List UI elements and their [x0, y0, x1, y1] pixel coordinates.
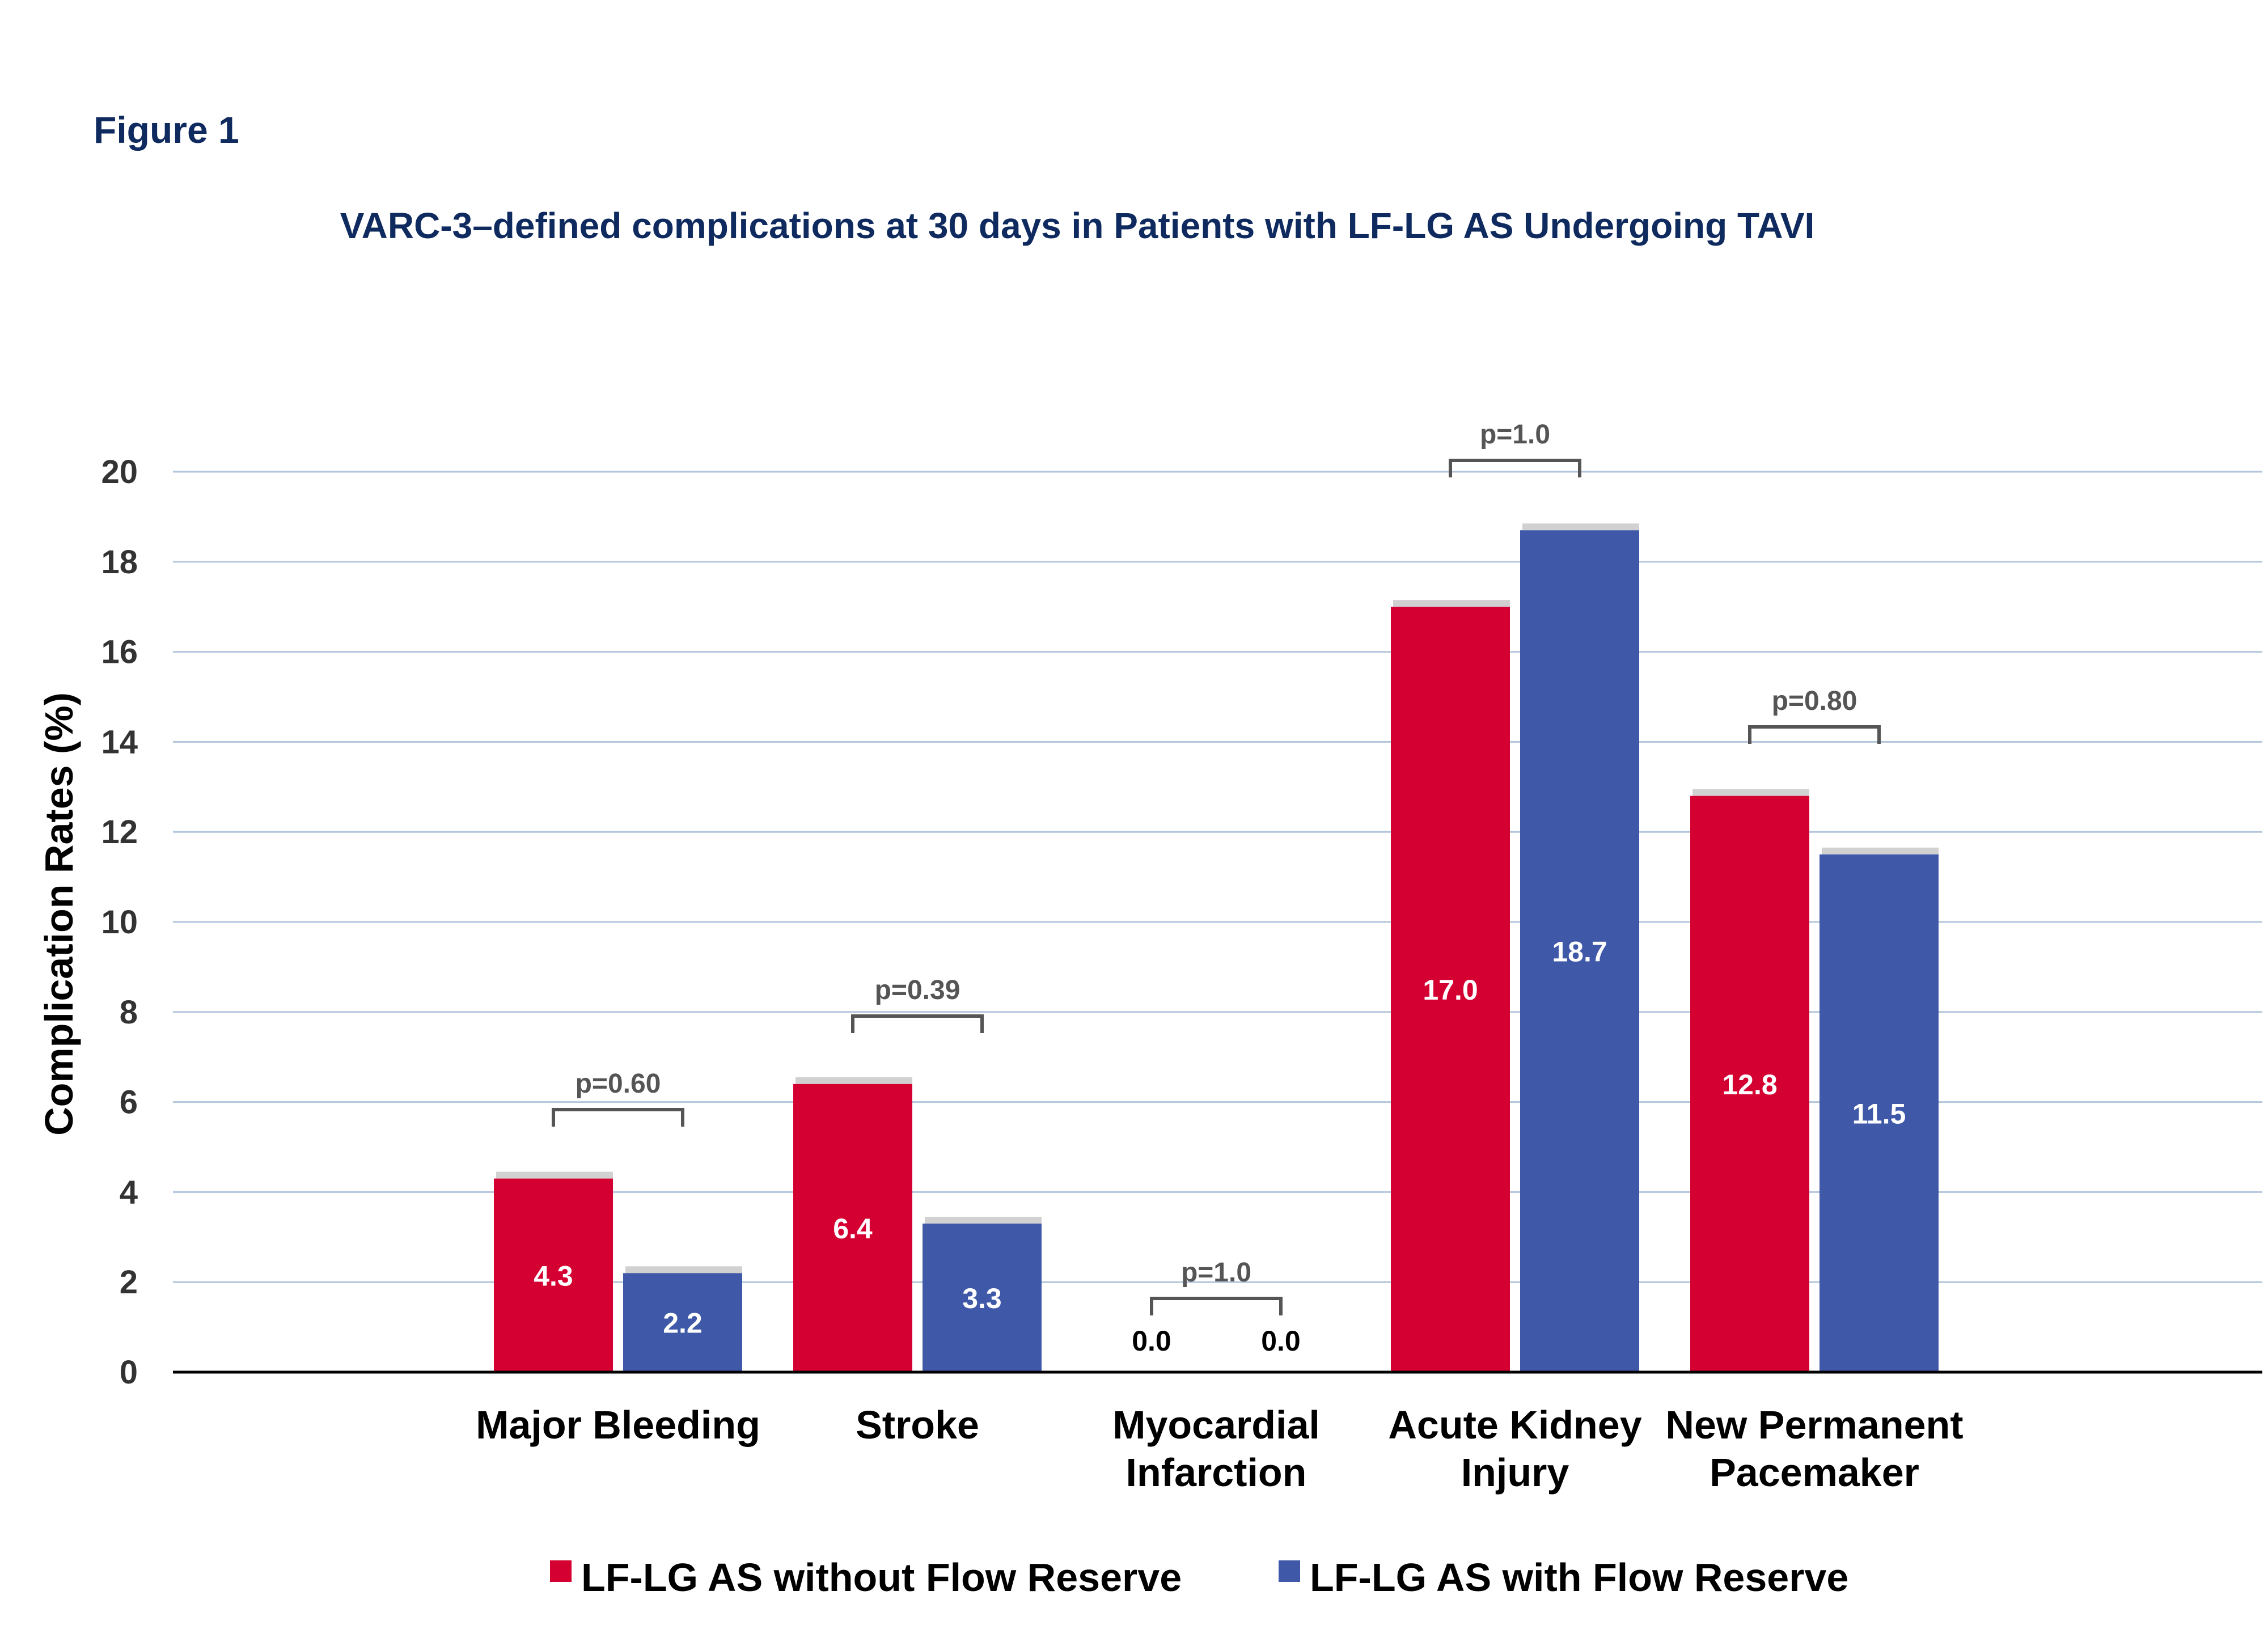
- bar-shadow: [1522, 523, 1639, 531]
- data-label: 2.2: [663, 1308, 703, 1339]
- p-value-label: p=1.0: [1181, 1258, 1251, 1288]
- p-value-label: p=0.80: [1772, 686, 1857, 716]
- bar-shadow: [1393, 600, 1510, 607]
- y-tick-label: 14: [101, 723, 138, 760]
- bar: [1820, 854, 1939, 1372]
- bar: [1520, 530, 1639, 1372]
- p-value-annotations: p=0.60 p=0.39 p=1.0 p=1.0 p=0.80: [552, 420, 1881, 1315]
- bar-shadow: [1692, 789, 1809, 796]
- y-tick-label: 8: [120, 994, 138, 1031]
- p-value-label: p=0.60: [576, 1069, 661, 1099]
- bar: [623, 1273, 742, 1372]
- data-label: 6.4: [833, 1213, 873, 1245]
- category-label: Pacemaker: [1710, 1450, 1919, 1495]
- y-tick-label: 4: [120, 1174, 138, 1211]
- value-labels: 4.3 6.4 0.0 17.0 12.8 2.2 3.3 0.0 18.7 11.5: [534, 936, 1906, 1357]
- data-label: 0.0: [1132, 1325, 1171, 1357]
- y-tick-label: 6: [120, 1084, 138, 1121]
- gridlines: [173, 471, 2262, 1283]
- p-value-bracket: [1449, 459, 1581, 477]
- y-tick-label: 10: [101, 904, 138, 941]
- category-label: Acute Kidney: [1388, 1403, 1641, 1447]
- bar-shadow: [625, 1266, 742, 1273]
- category-label: New Permanent: [1665, 1403, 1963, 1447]
- p-value-bracket: [552, 1108, 684, 1127]
- data-label: 18.7: [1552, 936, 1607, 968]
- category-label: Injury: [1461, 1450, 1569, 1495]
- data-label: 3.3: [962, 1283, 1002, 1314]
- data-label: 17.0: [1423, 974, 1478, 1006]
- bar: [494, 1178, 613, 1372]
- p-value-bracket: [851, 1014, 984, 1033]
- y-tick-label: 16: [101, 634, 138, 671]
- y-tick-label: 0: [120, 1354, 138, 1391]
- y-tick-label: 18: [101, 544, 138, 581]
- category-label: Infarction: [1126, 1450, 1307, 1495]
- data-label: 11.5: [1852, 1098, 1906, 1129]
- bar-shadow: [796, 1077, 912, 1084]
- data-label: 12.8: [1722, 1069, 1777, 1101]
- y-axis-ticks: 0 2 4 6 8 10 12 14 16 18 20: [101, 454, 138, 1391]
- p-value-bracket: [1150, 1297, 1283, 1315]
- category-labels: Major Bleeding Stroke MyocardialInfarction…: [476, 1403, 1963, 1495]
- bar-shadow: [1822, 847, 1939, 854]
- y-tick-label: 2: [120, 1264, 138, 1301]
- bar-shadow: [925, 1216, 1042, 1224]
- category-label: Major Bleeding: [476, 1403, 760, 1447]
- category-label: Myocardial: [1112, 1403, 1320, 1447]
- y-tick-label: 20: [101, 454, 138, 490]
- bar: [793, 1084, 912, 1372]
- data-label: 0.0: [1261, 1325, 1301, 1357]
- legend-label: LF-LG AS with Flow Reserve: [1310, 1555, 1848, 1600]
- category-label: Stroke: [856, 1403, 979, 1447]
- chart-title: VARC-3–defined complications at 30 days …: [340, 205, 1815, 246]
- y-axis-label: Complication Rates (%): [37, 692, 81, 1136]
- data-label: 4.3: [534, 1260, 573, 1292]
- legend-label: LF-LG AS without Flow Reserve: [581, 1555, 1182, 1600]
- legend: LF-LG AS without Flow Reserve LF-LG AS wi…: [550, 1555, 1848, 1600]
- p-value-label: p=0.39: [875, 975, 960, 1005]
- legend-swatch: [550, 1560, 572, 1582]
- p-value-label: p=1.0: [1480, 420, 1550, 450]
- bars: [494, 523, 1939, 1372]
- y-tick-label: 12: [101, 814, 138, 850]
- bar: [1391, 607, 1510, 1372]
- figure-label: Figure 1: [94, 109, 239, 151]
- p-value-bracket: [1748, 725, 1881, 744]
- bar-shadow: [496, 1171, 613, 1179]
- bar: [923, 1223, 1042, 1372]
- bar: [1690, 796, 1809, 1372]
- legend-swatch: [1279, 1560, 1300, 1582]
